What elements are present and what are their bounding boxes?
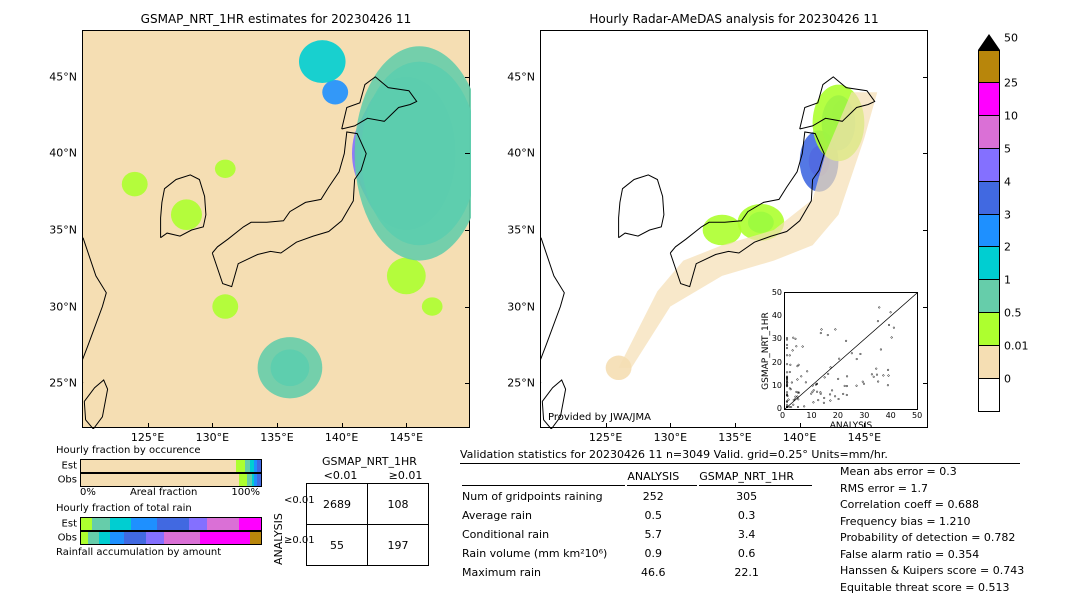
validation-title: Validation statistics for 20230426 11 n=… <box>460 448 1020 464</box>
contingency-cell: 55 <box>307 525 368 566</box>
colorbar-tick: 0.5 <box>1004 307 1022 320</box>
colorbar-tick: 0.01 <box>1004 340 1029 353</box>
scatter-inset: 0010102020303040405050ANALYSISGSMAP_NRT_… <box>784 292 918 410</box>
lat-tick-label: 35°N <box>49 224 77 237</box>
validation-cell: 252 <box>627 488 697 505</box>
mini-chart-title: Hourly fraction of total rain <box>56 503 192 514</box>
validation-cell: 46.6 <box>627 564 697 581</box>
validation-cell: 0.3 <box>699 507 812 524</box>
map-panel: 45°N40°N35°N30°N25°N125°E130°E135°E140°E… <box>82 30 470 428</box>
metric-line: Equitable threat score = 0.513 <box>840 580 1024 597</box>
fraction-row-label: Obs <box>58 475 77 486</box>
validation-cell: Conditional rain <box>462 526 625 543</box>
colorbar-tick: 0 <box>1004 373 1011 386</box>
lat-tick-label: 30°N <box>49 300 77 313</box>
colorbar: 502510543210.50.010 <box>978 50 1000 428</box>
validation-cell: 0.6 <box>699 545 812 562</box>
colorbar-tick: 5 <box>1004 142 1011 155</box>
fraction-row-label: Obs <box>58 533 77 544</box>
lat-tick-label: 25°N <box>507 377 535 390</box>
metric-line: False alarm ratio = 0.354 <box>840 547 1024 564</box>
lat-tick-label: 45°N <box>49 70 77 83</box>
validation-table: ANALYSISGSMAP_NRT_1HRNum of gridpoints r… <box>460 466 814 583</box>
lon-tick-label: 140°E <box>325 431 358 444</box>
metric-line: RMS error = 1.7 <box>840 481 1024 498</box>
validation-cell: 3.4 <box>699 526 812 543</box>
lat-tick-label: 40°N <box>507 147 535 160</box>
lon-tick-label: 125°E <box>131 431 164 444</box>
lat-tick-label: 25°N <box>49 377 77 390</box>
lat-tick-label: 45°N <box>507 70 535 83</box>
lat-tick-label: 35°N <box>507 224 535 237</box>
fraction-bar: Obs <box>80 473 262 487</box>
fraction-bar: Est <box>80 459 262 473</box>
contingency-header: GSMAP_NRT_1HR <box>322 455 417 468</box>
lon-tick-label: 130°E <box>654 431 687 444</box>
validation-cell: 22.1 <box>699 564 812 581</box>
validation-cell: 0.5 <box>627 507 697 524</box>
mini-chart-title: Hourly fraction by occurence <box>56 445 200 456</box>
validation-cell: 305 <box>699 488 812 505</box>
metrics-list: Mean abs error = 0.3RMS error = 1.7Corre… <box>840 464 1024 596</box>
fraction-bar: Est <box>80 517 262 531</box>
map-title: GSMAP_NRT_1HR estimates for 20230426 11 <box>82 12 470 26</box>
lon-tick-label: 135°E <box>260 431 293 444</box>
contingency-cell: 2689 <box>307 484 368 525</box>
colorbar-tick: 50 <box>1004 32 1018 45</box>
validation-cell: Num of gridpoints raining <box>462 488 625 505</box>
colorbar-tick: 25 <box>1004 76 1018 89</box>
contingency-cell: 197 <box>368 525 429 566</box>
contingency-table: 268910855197 <box>306 483 429 566</box>
lat-tick-label: 30°N <box>507 300 535 313</box>
provider-label: Provided by JWA/JMA <box>548 412 651 423</box>
mini-chart-title: Rainfall accumulation by amount <box>56 547 221 558</box>
colorbar-tick: 10 <box>1004 109 1018 122</box>
lon-tick-label: 135°E <box>718 431 751 444</box>
colorbar-tick: 2 <box>1004 241 1011 254</box>
validation-cell: Rain volume (mm km²10⁶) <box>462 545 625 562</box>
fraction-row-label: Est <box>62 519 77 530</box>
validation-cell: 0.9 <box>627 545 697 562</box>
colorbar-tick: 3 <box>1004 208 1011 221</box>
validation-cell: Maximum rain <box>462 564 625 581</box>
lon-tick-label: 125°E <box>589 431 622 444</box>
lat-tick-label: 40°N <box>49 147 77 160</box>
colorbar-tick: 4 <box>1004 175 1011 188</box>
metric-line: Frequency bias = 1.210 <box>840 514 1024 531</box>
metric-line: Hanssen & Kuipers score = 0.743 <box>840 563 1024 580</box>
fraction-row-label: Est <box>62 461 77 472</box>
lon-tick-label: 140°E <box>783 431 816 444</box>
fraction-bar: Obs <box>80 531 262 545</box>
validation-cell: Average rain <box>462 507 625 524</box>
map-title: Hourly Radar-AMeDAS analysis for 2023042… <box>540 12 928 26</box>
metric-line: Mean abs error = 0.3 <box>840 464 1024 481</box>
metric-line: Probability of detection = 0.782 <box>840 530 1024 547</box>
metric-line: Correlation coeff = 0.688 <box>840 497 1024 514</box>
lon-tick-label: 130°E <box>196 431 229 444</box>
colorbar-tick: 1 <box>1004 274 1011 287</box>
lon-tick-label: 145°E <box>848 431 881 444</box>
validation-cell: 5.7 <box>627 526 697 543</box>
contingency-cell: 108 <box>368 484 429 525</box>
lon-tick-label: 145°E <box>390 431 423 444</box>
